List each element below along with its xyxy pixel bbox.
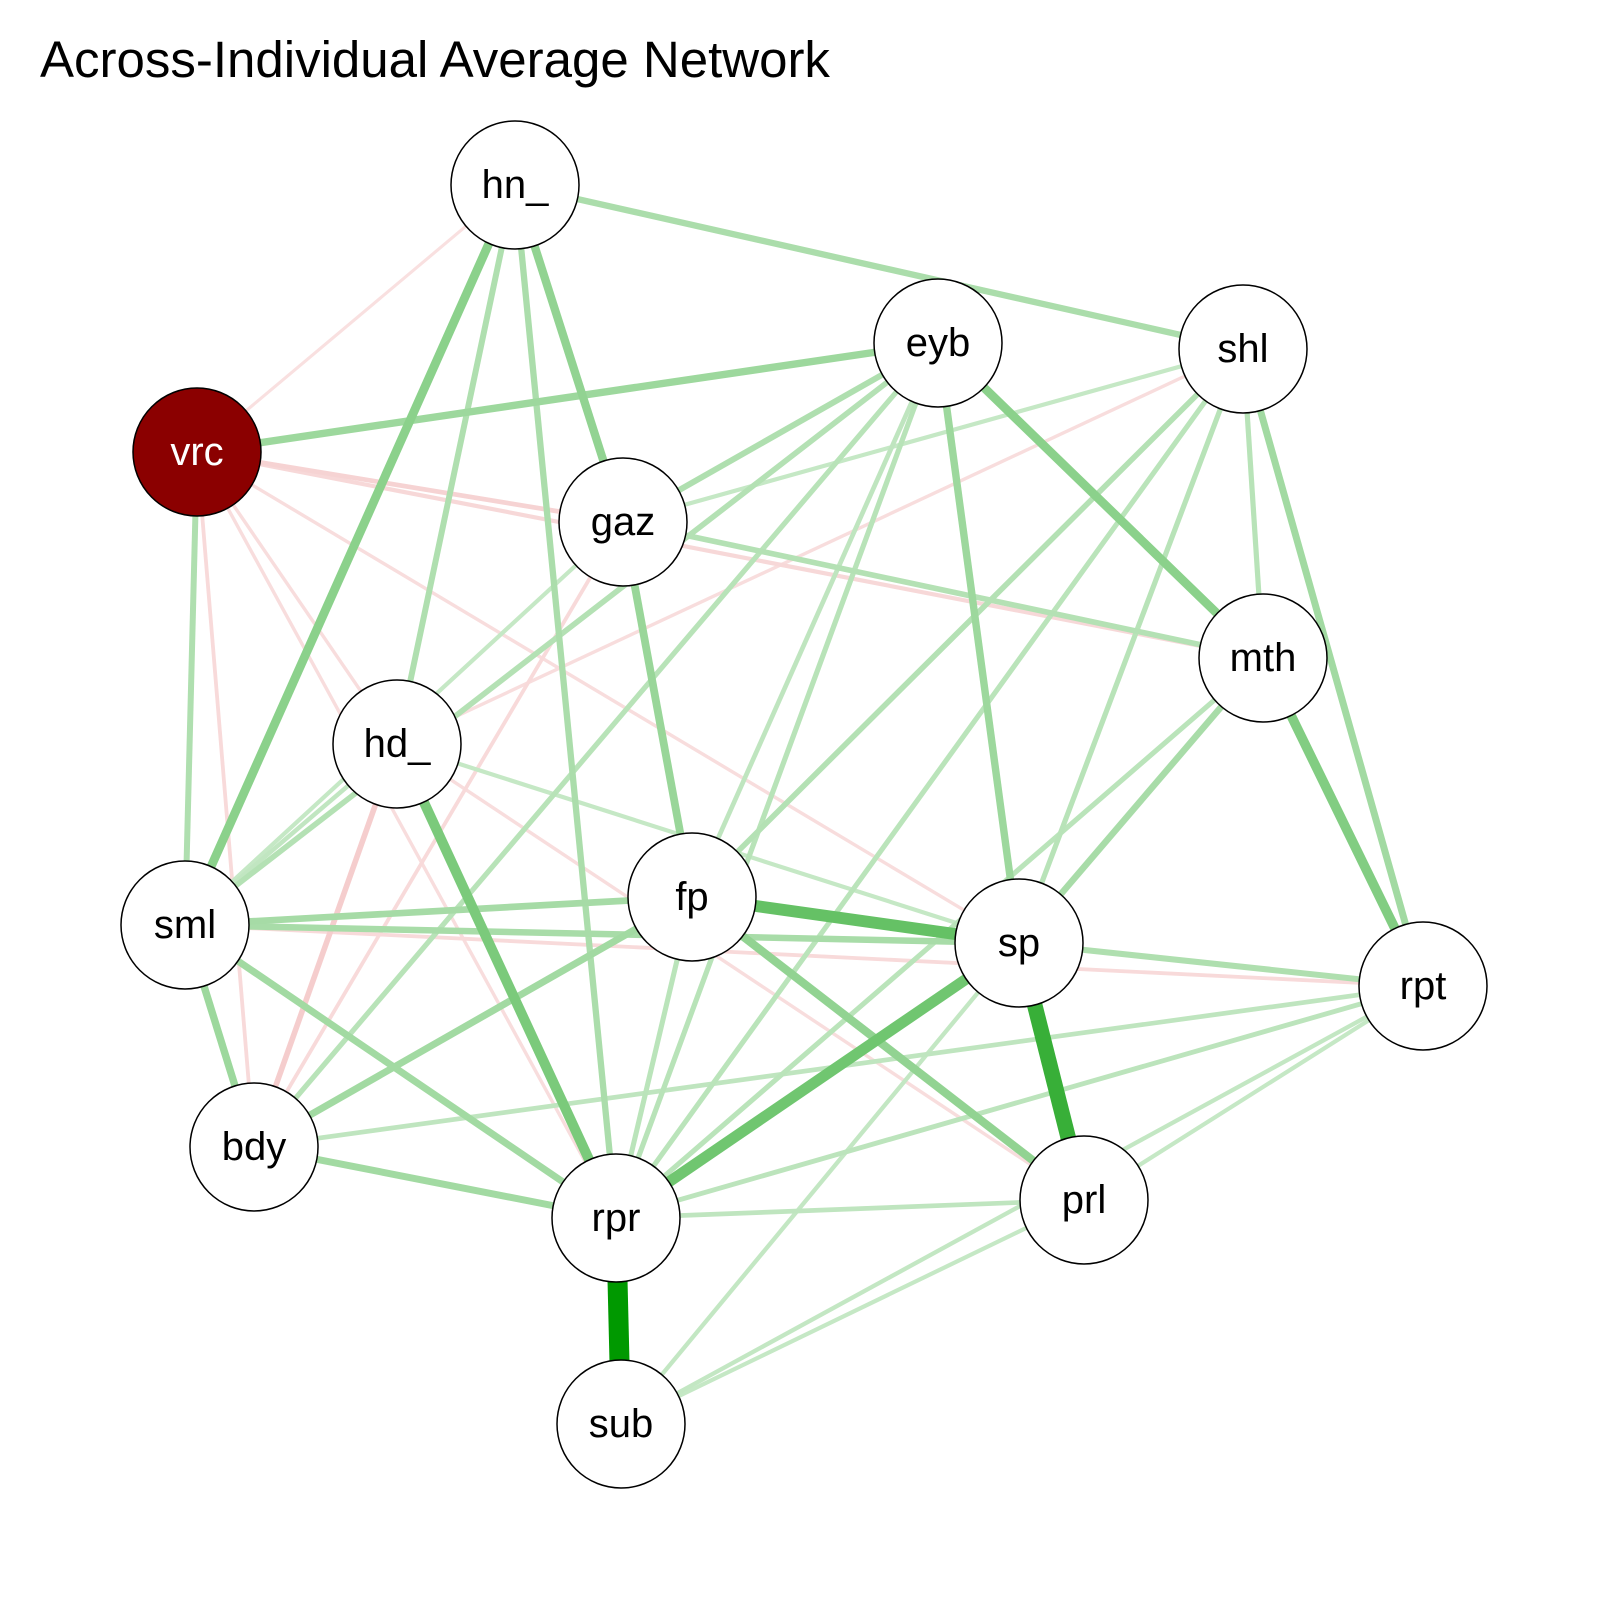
node-circle-bdy xyxy=(189,1082,319,1212)
edge-hn_-sml xyxy=(180,183,520,927)
node-hd_: hd_ xyxy=(332,679,462,809)
node-label-prl: prl xyxy=(1062,1178,1106,1222)
edge-sml-rpr xyxy=(183,922,618,1221)
edge-rpt-prl xyxy=(1082,984,1425,1202)
edge-vrc-sp xyxy=(196,450,1020,945)
node-vrc: vrc xyxy=(132,387,262,517)
node-sub: sub xyxy=(556,1359,686,1489)
edge-eyb-rpr xyxy=(613,342,941,1219)
edge-gaz-mth xyxy=(622,519,1264,661)
node-circle-hn_ xyxy=(450,120,580,250)
node-circle-vrc xyxy=(132,387,262,517)
edge-shl-hd_ xyxy=(396,347,1244,746)
edge-sp-rpt xyxy=(1018,940,1424,989)
edge-prl-rpr xyxy=(615,1197,1085,1221)
node-label-vrc: vrc xyxy=(170,430,223,474)
node-circle-hd_ xyxy=(332,679,462,809)
node-circle-eyb xyxy=(873,278,1003,408)
edge-shl-rpt xyxy=(1239,348,1427,987)
edge-eyb-mth xyxy=(934,339,1267,662)
node-sp: sp xyxy=(954,878,1084,1008)
node-rpr: rpr xyxy=(551,1153,681,1283)
node-fp: fp xyxy=(627,832,757,962)
edge-sml-fp xyxy=(184,893,693,929)
node-label-gaz: gaz xyxy=(591,500,656,544)
edge-vrc-rpr xyxy=(195,451,618,1219)
edge-shl-fp xyxy=(690,347,1245,899)
edge-vrc-gaz xyxy=(196,449,624,525)
node-mth: mth xyxy=(1198,593,1328,723)
node-prl: prl xyxy=(1019,1135,1149,1265)
edge-vrc-bdy xyxy=(195,451,256,1148)
node-label-hn_: hn_ xyxy=(482,163,549,207)
edge-mth-rpr xyxy=(614,656,1265,1220)
edge-prl-sub xyxy=(620,1198,1085,1426)
node-circle-fp xyxy=(627,832,757,962)
edge-hd_-bdy xyxy=(251,743,400,1148)
edge-hd_-prl xyxy=(396,742,1085,1202)
edges-layer xyxy=(180,181,1428,1426)
edge-shl-gaz xyxy=(622,346,1244,525)
node-label-fp: fp xyxy=(675,875,708,919)
node-circle-mth xyxy=(1198,593,1328,723)
node-circle-rpt xyxy=(1358,921,1488,1051)
node-circle-prl xyxy=(1019,1135,1149,1265)
node-circle-rpr xyxy=(551,1153,681,1283)
edge-sp-sub xyxy=(619,941,1021,1426)
node-label-sub: sub xyxy=(589,1402,654,1446)
edge-hn_-shl xyxy=(514,181,1244,353)
edge-vrc-mth xyxy=(196,449,1264,661)
node-circle-sub xyxy=(556,1359,686,1489)
nodes-layer: hn_eyb shl vrc gaz mth hd_fp sml sp rpt bdy rpr prl… xyxy=(120,120,1488,1489)
edge-hn_-rpr xyxy=(511,184,620,1219)
node-bdy: bdy xyxy=(189,1082,319,1212)
edge-rpt-rpr xyxy=(615,983,1424,1221)
node-shl: shl xyxy=(1178,284,1308,414)
node-label-sp: sp xyxy=(998,921,1040,965)
node-circle-shl xyxy=(1178,284,1308,414)
node-circle-sml xyxy=(120,860,250,990)
edge-hd_-rpr xyxy=(392,741,621,1221)
edge-eyb-bdy xyxy=(252,341,940,1149)
edge-eyb-sp xyxy=(934,342,1023,944)
node-hn_: hn_ xyxy=(450,120,580,250)
edge-bdy-fp xyxy=(252,893,694,1151)
node-label-rpr: rpr xyxy=(592,1196,641,1240)
node-label-bdy: bdy xyxy=(222,1125,287,1169)
node-label-shl: shl xyxy=(1217,327,1268,371)
edge-sml-sp xyxy=(184,921,1020,947)
node-eyb: eyb xyxy=(873,278,1003,408)
node-label-sml: sml xyxy=(154,903,216,947)
edge-hn_-hd_ xyxy=(394,184,518,745)
node-circle-sp xyxy=(954,878,1084,1008)
chart-title: Across-Individual Average Network xyxy=(40,31,830,88)
edge-shl-sp xyxy=(1016,348,1246,944)
node-sml: sml xyxy=(120,860,250,990)
edge-eyb-fp xyxy=(689,342,941,898)
node-rpt: rpt xyxy=(1358,921,1488,1051)
edge-vrc-sml xyxy=(182,451,200,926)
edge-fp-prl xyxy=(689,893,1087,1204)
edge-sp-rpr xyxy=(612,938,1023,1223)
node-circle-gaz xyxy=(558,457,688,587)
node-label-rpt: rpt xyxy=(1400,964,1447,1008)
node-label-hd_: hd_ xyxy=(364,722,431,766)
edge-shl-rpr xyxy=(613,347,1246,1220)
node-gaz: gaz xyxy=(558,457,688,587)
node-label-mth: mth xyxy=(1230,636,1297,680)
node-label-eyb: eyb xyxy=(906,321,971,365)
edge-hn_-vrc xyxy=(196,183,516,454)
edge-vrc-eyb xyxy=(196,339,939,456)
